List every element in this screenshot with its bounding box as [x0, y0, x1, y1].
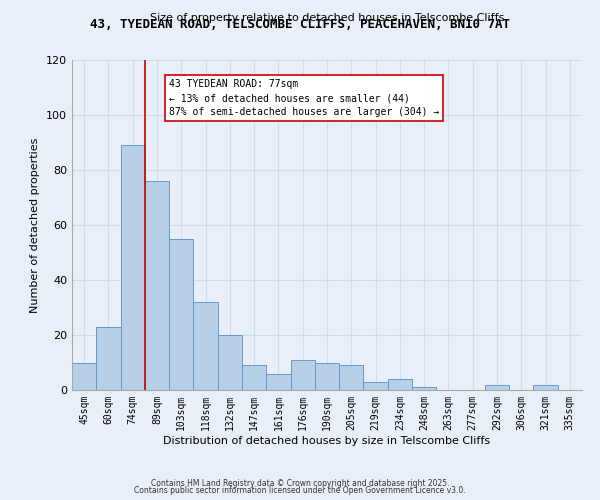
Bar — [193, 302, 218, 390]
Bar — [364, 382, 388, 390]
Bar — [218, 335, 242, 390]
Bar — [339, 365, 364, 390]
Bar — [169, 239, 193, 390]
Bar — [96, 327, 121, 390]
Y-axis label: Number of detached properties: Number of detached properties — [31, 138, 40, 312]
Bar — [145, 181, 169, 390]
Bar — [121, 145, 145, 390]
Text: Contains HM Land Registry data © Crown copyright and database right 2025.: Contains HM Land Registry data © Crown c… — [151, 478, 449, 488]
Bar — [266, 374, 290, 390]
Bar — [290, 360, 315, 390]
Bar — [485, 384, 509, 390]
Bar — [533, 384, 558, 390]
X-axis label: Distribution of detached houses by size in Telscombe Cliffs: Distribution of detached houses by size … — [163, 436, 491, 446]
Text: Contains public sector information licensed under the Open Government Licence v3: Contains public sector information licen… — [134, 486, 466, 495]
Bar — [242, 365, 266, 390]
Bar — [72, 362, 96, 390]
Bar — [412, 387, 436, 390]
Title: Size of property relative to detached houses in Telscombe Cliffs: Size of property relative to detached ho… — [150, 13, 504, 23]
Bar — [315, 362, 339, 390]
Text: 43 TYEDEAN ROAD: 77sqm
← 13% of detached houses are smaller (44)
87% of semi-det: 43 TYEDEAN ROAD: 77sqm ← 13% of detached… — [169, 79, 439, 117]
Text: 43, TYEDEAN ROAD, TELSCOMBE CLIFFS, PEACEHAVEN, BN10 7AT: 43, TYEDEAN ROAD, TELSCOMBE CLIFFS, PEAC… — [90, 18, 510, 30]
Bar — [388, 379, 412, 390]
